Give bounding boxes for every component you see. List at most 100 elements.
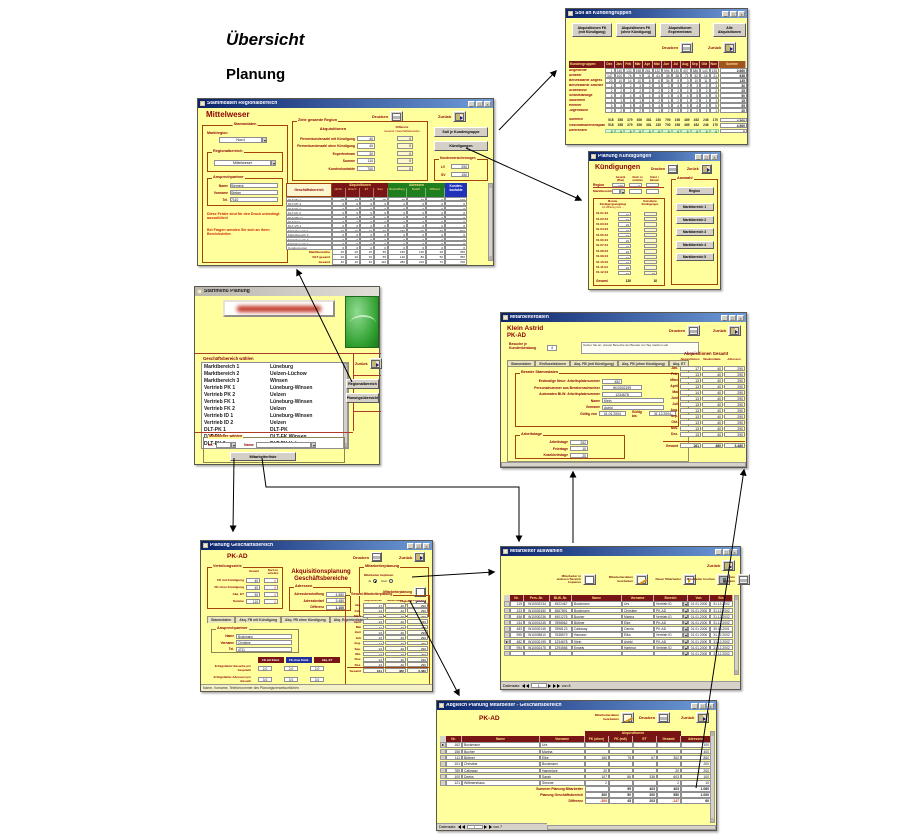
ef2-field[interactable]: 2,0 <box>284 666 298 671</box>
list-item[interactable]: Vertrieb PK 2 Uelzen <box>202 391 348 398</box>
chevron-down-icon[interactable] <box>683 638 688 644</box>
table-row[interactable]: 482 W10002199 1234678 Klein Astrid PK-AD… <box>504 638 733 644</box>
month-value-field[interactable]: 1 <box>605 68 615 73</box>
back-button[interactable] <box>728 325 742 336</box>
vertical-scrollbar[interactable] <box>710 731 715 823</box>
gesamt-field[interactable]: 110 <box>246 599 260 604</box>
nav-new-button[interactable] <box>557 683 561 688</box>
marktbereich-button[interactable]: Marktbereich 3 <box>675 228 714 236</box>
copy-mitarbeiter-button[interactable] <box>583 574 596 585</box>
mitarbeiterliste-button[interactable]: Mitarbeiterliste <box>230 452 296 461</box>
tab[interactable]: Akq. ET <box>668 360 690 367</box>
table-row[interactable]: 121 Wittmershaus Simone 2 2 10 <box>440 780 711 786</box>
month-value-field[interactable]: 2 <box>605 83 615 88</box>
ef1-field[interactable]: 2,0 <box>258 666 272 671</box>
tel-field[interactable]: 7110 <box>230 197 278 202</box>
marktbereich-button[interactable]: Marktbereich 2 <box>675 215 714 224</box>
nein-radio[interactable] <box>388 579 393 583</box>
vertical-scrollbar[interactable] <box>488 183 493 261</box>
chevron-down-icon[interactable] <box>683 626 688 632</box>
gesamt-field[interactable]: 40 <box>246 585 260 590</box>
table-row[interactable]: 995 W10005810 7638579 Hamann Elka Vertri… <box>504 632 733 638</box>
tab[interactable]: Akq. FB mit Kündigung <box>235 616 282 623</box>
kuendigung-field[interactable]: 10 <box>618 254 631 260</box>
close-button[interactable]: × <box>731 548 738 555</box>
print-list-button[interactable] <box>737 574 750 585</box>
table-row[interactable]: 789 Calloway Hannelore 20 20 200 <box>440 767 711 774</box>
ziel-value-field[interactable]: 700 <box>357 165 375 172</box>
vorname-field[interactable]: Stefan <box>230 190 278 195</box>
kuendigung-field[interactable]: 10 <box>618 233 631 238</box>
row-selector[interactable] <box>504 613 510 620</box>
besuche-field[interactable]: 4 <box>547 345 557 351</box>
back-button[interactable] <box>369 358 382 369</box>
marktbereich-button[interactable]: Marktbereich 5 <box>675 253 714 261</box>
nav-first-button[interactable] <box>457 825 461 829</box>
table-row[interactable]: 101 Christine Bockmann 200 <box>440 761 711 767</box>
apnr-field[interactable]: 452 <box>602 378 622 384</box>
minimize-button[interactable]: _ <box>722 10 729 17</box>
kuendigung-field[interactable]: 10 <box>618 238 631 243</box>
gueltig-von-field[interactable]: 01.01.2004 <box>598 411 626 417</box>
minimize-button[interactable]: _ <box>695 153 702 160</box>
print-button[interactable] <box>657 712 671 723</box>
print-button[interactable] <box>680 42 694 53</box>
print-button[interactable] <box>371 552 383 562</box>
chevron-down-icon[interactable] <box>683 601 688 607</box>
table-row[interactable]: 456 W10000236 4901278 Bucher Marina Vert… <box>504 613 733 620</box>
horizontal-scrollbar[interactable] <box>501 462 746 467</box>
name-field[interactable]: Bockmann <box>236 633 292 639</box>
maximize-button[interactable]: □ <box>476 100 483 107</box>
kuendigung-field[interactable]: 10 <box>618 227 631 233</box>
maximize-button[interactable]: □ <box>703 153 710 160</box>
kuendigung-field[interactable]: 10 <box>618 211 631 216</box>
print-button[interactable] <box>667 164 679 174</box>
sv-field[interactable]: 150 <box>451 172 469 177</box>
row-selector[interactable] <box>504 632 510 638</box>
edit-mitarbeiter-button[interactable] <box>635 574 648 585</box>
adressbeschaffung-field[interactable]: 4.580 <box>326 591 346 597</box>
kuendigung-field[interactable]: 10 <box>618 265 631 270</box>
name-field[interactable]: Klein <box>602 398 664 404</box>
maximize-button[interactable]: □ <box>415 542 422 549</box>
akquisition-filter-button[interactable]: Alle Akquisitionen <box>713 23 746 37</box>
list-scrollbar[interactable] <box>343 363 348 448</box>
persnr-field[interactable]: W10002199 <box>602 385 642 391</box>
table-row[interactable]: 162 Bockmann Urs 100 <box>440 742 711 748</box>
ef4-field[interactable]: 3,0 <box>258 677 272 682</box>
nav-prev-button[interactable] <box>526 683 530 688</box>
ziel-value-field[interactable]: 110 <box>357 158 375 164</box>
chevron-down-icon[interactable] <box>683 619 688 626</box>
region-button[interactable]: Region <box>675 187 714 195</box>
vorname-field[interactable]: Astrid <box>602 404 664 410</box>
chevron-down-icon[interactable] <box>231 442 236 448</box>
akquisition-filter-button[interactable]: Akquisitionen Expertenteam <box>660 23 700 37</box>
back-button[interactable] <box>696 712 710 723</box>
tab[interactable]: Akq. FB (ohne Kündigung) <box>617 360 669 367</box>
back-button[interactable] <box>453 111 467 122</box>
row-selector[interactable] <box>440 754 446 761</box>
soll-je-kundengruppe-button[interactable]: Soll je Kundengruppe <box>434 127 488 137</box>
akquisition-filter-button[interactable]: Akquisitionen FK (ohne Kündigung) <box>616 23 656 37</box>
kuendigung-field[interactable]: 10 <box>618 216 631 222</box>
table-row[interactable]: 111 Büttner Elke 160 75 67 302 850 <box>440 754 711 761</box>
list-item[interactable]: Marktbereich 2 Uelzen-Lüchow <box>202 370 348 377</box>
chevron-down-icon[interactable] <box>683 650 688 657</box>
vorname-field[interactable]: Christine <box>236 640 292 646</box>
nav-first-button[interactable] <box>521 683 525 688</box>
minimize-button[interactable]: _ <box>715 548 722 555</box>
row-selector[interactable] <box>504 619 510 626</box>
table-row[interactable]: 156 Bucher Marina 400 <box>440 748 711 755</box>
nav-last-button[interactable] <box>488 825 492 829</box>
name-field[interactable]: Siemers <box>230 183 278 188</box>
regionalbereich-select[interactable]: Mittelweser <box>214 160 276 166</box>
gueltig-bis-field[interactable]: 31.12.2004 <box>648 411 676 417</box>
ziel-value-field[interactable]: 30 <box>357 150 375 157</box>
titlebar[interactable]: Soll an Kundengruppen _ □ × <box>566 9 747 18</box>
